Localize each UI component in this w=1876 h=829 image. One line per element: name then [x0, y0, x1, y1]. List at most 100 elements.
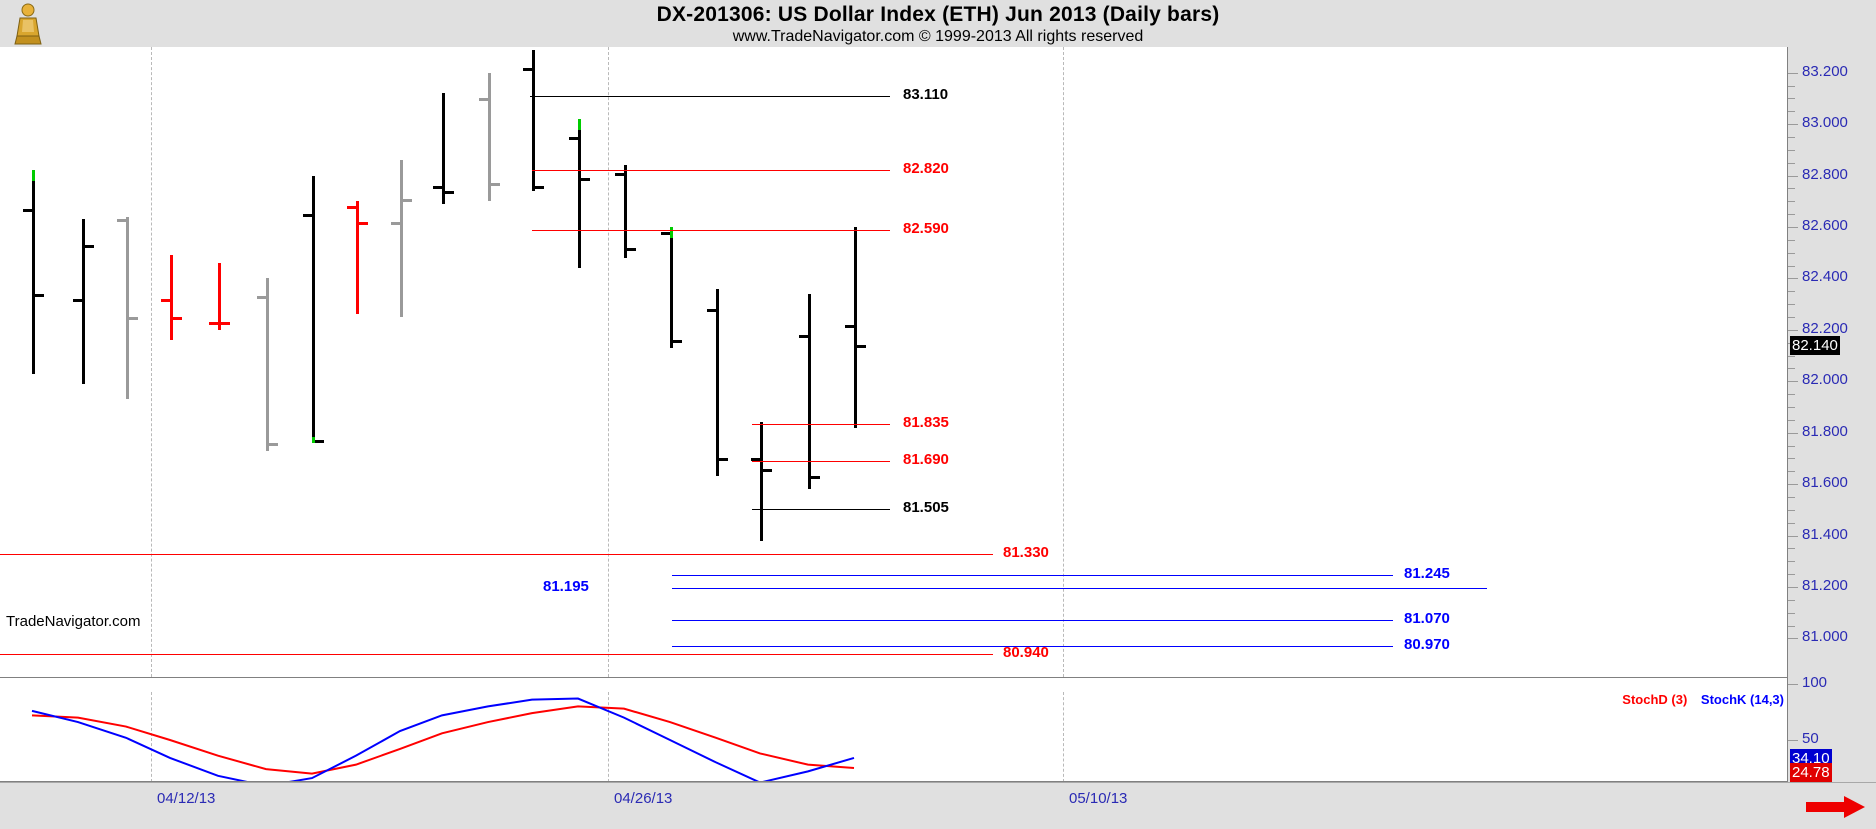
price-axis-minor-tick — [1788, 137, 1795, 138]
ohlc-bar[interactable] — [400, 160, 403, 317]
price-axis-minor-tick — [1788, 201, 1795, 203]
bar-close-tick — [491, 183, 500, 187]
time-gridline — [1063, 692, 1065, 782]
bar-open-tick — [117, 219, 126, 223]
time-gridline — [1063, 47, 1065, 677]
bar-open-tick — [257, 296, 266, 300]
price-axis-minor-tick — [1788, 214, 1795, 216]
bar-open-tick — [303, 214, 312, 218]
bar-high-marker — [670, 227, 673, 238]
price-axis-minor-tick — [1788, 188, 1795, 190]
stoch-value-badge: 34.10 — [1790, 748, 1832, 768]
price-level-line[interactable] — [0, 653, 993, 655]
price-axis-minor-tick — [1788, 445, 1795, 447]
date-axis-label: 04/26/13 — [614, 790, 673, 807]
ohlc-bar[interactable] — [218, 263, 221, 330]
price-axis-label: 82.200 — [1802, 319, 1848, 337]
price-axis-minor-tick — [1788, 458, 1795, 460]
ohlc-bar[interactable] — [126, 216, 129, 400]
price-level-label: 80.940 — [1003, 643, 1049, 661]
price-pane[interactable]: 83.110 82.820 82.590 81.835 81.690 81.505 81.3… — [0, 47, 1788, 677]
ohlc-bar[interactable] — [312, 175, 315, 443]
ohlc-bar[interactable] — [82, 219, 85, 384]
price-axis-minor-tick — [1788, 612, 1795, 614]
ohlc-bar[interactable] — [532, 49, 535, 191]
price-axis-minor-tick — [1788, 304, 1795, 306]
price-level-line[interactable] — [672, 620, 1393, 622]
bar-close-tick — [173, 317, 182, 320]
price-axis-minor-tick — [1788, 394, 1795, 396]
time-gridline — [608, 692, 610, 782]
bar-high-marker — [32, 170, 35, 182]
ohlc-bar[interactable] — [442, 93, 445, 204]
stochastic-series-line — [31, 697, 855, 782]
bar-close-tick — [359, 221, 368, 225]
price-axis-minor-tick — [1788, 548, 1795, 550]
price-axis-tick — [1788, 227, 1798, 228]
right-arrow-icon — [1806, 796, 1865, 818]
bar-high-marker — [578, 119, 581, 130]
ohlc-bar[interactable] — [266, 278, 269, 451]
bar-close-tick — [315, 440, 324, 444]
bar-close-tick — [221, 322, 230, 326]
price-axis-label: 82.000 — [1802, 371, 1848, 389]
price-level-line[interactable] — [752, 508, 890, 510]
price-level-line[interactable] — [672, 588, 1487, 590]
bar-open-tick — [615, 173, 624, 176]
time-gridline — [608, 47, 610, 677]
ohlc-bar[interactable] — [578, 119, 581, 269]
price-level-line[interactable] — [532, 229, 890, 231]
time-gridline — [151, 692, 153, 782]
price-scale[interactable]: 83.200 83.000 82.800 82.600 82.400 82.200 82.0… — [1787, 47, 1876, 783]
price-level-label: 80.970 — [1404, 636, 1450, 654]
page-title: DX-201306: US Dollar Index (ETH) Jun 201… — [656, 3, 1220, 26]
date-axis-label: 04/12/13 — [157, 790, 216, 807]
price-level-label: 81.505 — [903, 498, 949, 516]
bar-open-tick — [523, 67, 532, 71]
bar-open-tick — [799, 335, 808, 338]
bar-close-tick — [627, 247, 636, 251]
date-axis-label: 05/10/13 — [1069, 790, 1128, 807]
bar-close-tick — [35, 293, 44, 297]
price-axis-label: 83.000 — [1802, 114, 1848, 132]
bar-open-tick — [73, 299, 82, 302]
price-level-label: 82.590 — [903, 219, 949, 237]
price-level-line[interactable] — [672, 646, 1393, 648]
price-axis-tick — [1788, 329, 1798, 331]
price-level-line[interactable] — [672, 575, 1393, 577]
price-level-line[interactable] — [752, 461, 890, 462]
stochastic-series-line — [31, 705, 855, 775]
ohlc-bar[interactable] — [624, 165, 627, 258]
ohlc-bar[interactable] — [170, 255, 173, 341]
bar-open-tick — [433, 185, 442, 189]
price-level-line[interactable] — [752, 423, 890, 425]
price-axis-minor-tick — [1788, 368, 1795, 370]
ohlc-bar[interactable] — [760, 422, 763, 541]
price-axis-label: 81.200 — [1802, 577, 1848, 594]
price-axis-minor-tick — [1788, 265, 1795, 267]
stochastic-pane[interactable] — [0, 692, 1788, 782]
price-axis-minor-tick — [1788, 85, 1795, 87]
price-level-line[interactable] — [0, 553, 993, 555]
ohlc-bar[interactable] — [32, 170, 35, 374]
ohlc-bar[interactable] — [854, 227, 857, 428]
price-level-line[interactable] — [532, 170, 890, 172]
bar-close-tick — [581, 178, 590, 182]
stoch-k-legend-label: StochK (14,3) — [1700, 692, 1784, 707]
bar-close-tick — [269, 443, 278, 446]
chart-header: DX-201306: US Dollar Index (ETH) Jun 201… — [0, 0, 1876, 47]
ohlc-bar[interactable] — [716, 288, 719, 477]
bar-low-marker — [312, 437, 315, 443]
price-axis-minor-tick — [1788, 522, 1795, 524]
ohlc-bar[interactable] — [670, 227, 673, 348]
ohlc-bar[interactable] — [356, 201, 359, 315]
bar-open-tick — [161, 299, 170, 302]
price-level-line[interactable] — [530, 95, 890, 97]
bar-open-tick — [707, 309, 716, 313]
ohlc-bar[interactable] — [488, 72, 491, 202]
price-level-label: 81.835 — [903, 413, 949, 431]
date-axis[interactable]: 04/12/13 04/26/13 05/10/13 — [0, 782, 1876, 829]
ohlc-bar[interactable] — [808, 293, 811, 490]
price-axis-minor-tick — [1788, 574, 1795, 576]
copyright-subtitle: www.TradeNavigator.com © 1999-2013 All r… — [732, 28, 1144, 45]
